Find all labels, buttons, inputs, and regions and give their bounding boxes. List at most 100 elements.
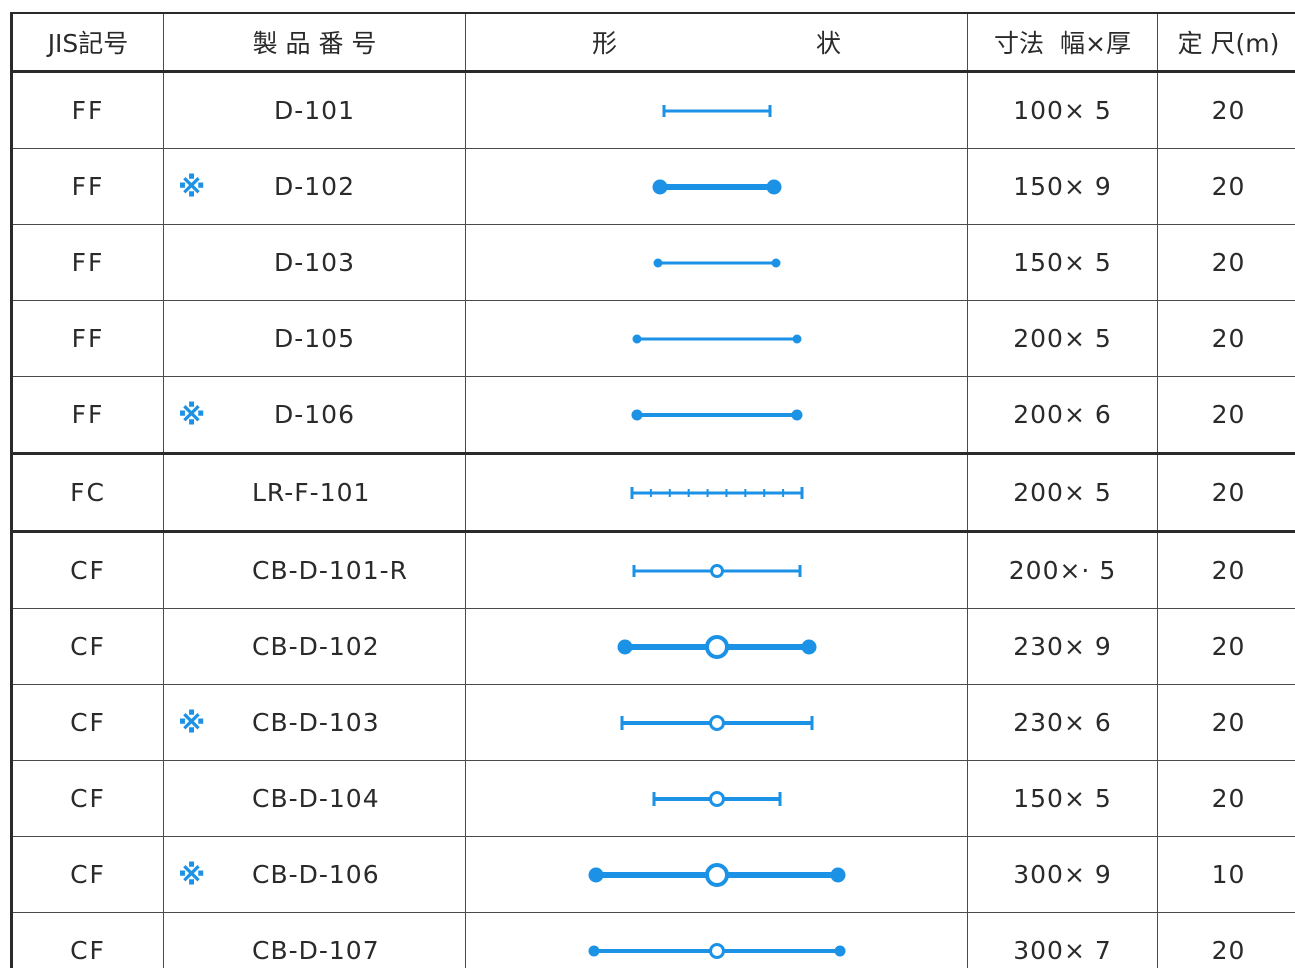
jis-code-cell: FF	[10, 71, 164, 149]
header-dimension: 寸法 幅×厚	[967, 12, 1158, 73]
dimension-cell: 200× 5	[967, 300, 1158, 377]
profile-end-bulb-left	[631, 409, 642, 420]
dimension-cell: 300× 7	[967, 912, 1158, 968]
waterstop-profile-diagram	[632, 334, 801, 343]
length-value: 20	[1211, 324, 1246, 353]
length-cell: 10	[1157, 836, 1295, 913]
product-number-cell: D-103	[163, 224, 466, 301]
profile-end-bulb-left	[632, 334, 641, 343]
waterstop-profile-diagram	[630, 486, 803, 499]
table-row: CF ※ CB-D-103 230× 6 20	[10, 684, 1295, 761]
table-row: CF ※ CB-D-106 300× 9 10	[10, 836, 1295, 913]
dimension-cell: 230× 6	[967, 684, 1158, 761]
waterstop-profile-diagram	[588, 942, 845, 959]
length-value: 20	[1211, 632, 1246, 661]
length-cell: 20	[1157, 71, 1295, 149]
product-number: D-103	[274, 248, 355, 277]
table-row: FF D-105 200× 5 20	[10, 300, 1295, 377]
jis-code-cell: CF	[10, 608, 164, 685]
jis-code: FF	[71, 400, 105, 429]
header-jis-label: JIS記号	[47, 29, 129, 58]
dimension-cell: 150× 5	[967, 760, 1158, 837]
length-cell: 20	[1157, 300, 1295, 377]
product-number: D-106	[274, 400, 355, 429]
header-jis: JIS記号	[10, 12, 164, 73]
table-body: FF D-101 100× 5 20 FF ※ D-102 150× 9 20 FF D-103 15…	[10, 71, 1295, 968]
jis-code: FF	[71, 172, 105, 201]
table-row: FF ※ D-102 150× 9 20	[10, 148, 1295, 225]
length-cell: 20	[1157, 148, 1295, 225]
profile-end-bulb-right	[801, 639, 816, 654]
product-number-cell: CB-D-102	[163, 608, 466, 685]
jis-code-cell: CF	[10, 760, 164, 837]
table-row: CF CB-D-101-R 200×· 5 20	[10, 531, 1295, 609]
profile-end-bulb-left	[652, 179, 667, 194]
reference-mark-icon: ※	[178, 170, 206, 203]
product-table-sheet: JIS記号 製 品 番 号 形 状 寸法 幅×厚 定 尺(m) FF D-101 10…	[10, 12, 1295, 968]
jis-code: CF	[70, 860, 106, 889]
product-number-cell: LR-F-101	[163, 453, 466, 533]
length-cell: 20	[1157, 531, 1295, 609]
dimension-cell: 230× 9	[967, 608, 1158, 685]
profile-center-bulb	[708, 790, 725, 807]
dimension-cell: 100× 5	[967, 71, 1158, 149]
dimension-cell: 200×· 5	[967, 531, 1158, 609]
length-value: 20	[1211, 708, 1246, 737]
length-value: 10	[1211, 860, 1246, 889]
profile-end-bulb-left	[588, 945, 599, 956]
table-row: FC LR-F-101 200× 5 20	[10, 453, 1295, 533]
shape-cell	[465, 531, 968, 609]
header-shape-right: 状	[815, 29, 841, 58]
dimension-value: 100× 5	[1013, 96, 1112, 125]
product-number-cell: ※ CB-D-103	[163, 684, 466, 761]
waterstop-profile-diagram	[588, 862, 845, 887]
length-cell: 20	[1157, 684, 1295, 761]
waterstop-profile-diagram	[620, 714, 813, 731]
jis-code-cell: FF	[10, 300, 164, 377]
table-row: CF CB-D-107 300× 7 20	[10, 912, 1295, 968]
dimension-value: 230× 6	[1013, 708, 1112, 737]
dimension-value: 200× 5	[1013, 324, 1112, 353]
jis-code-cell: CF	[10, 912, 164, 968]
table-row: FF D-101 100× 5 20	[10, 71, 1295, 149]
product-number: CB-D-101-R	[252, 556, 409, 585]
profile-center-bulb	[708, 942, 725, 959]
length-value: 20	[1211, 400, 1246, 429]
reference-mark-icon: ※	[178, 398, 206, 431]
waterstop-profile-diagram	[662, 104, 771, 117]
shape-cell	[465, 836, 968, 913]
profile-end-bulb-left	[588, 867, 603, 882]
dimension-value: 230× 9	[1013, 632, 1112, 661]
jis-code-cell: CF	[10, 531, 164, 609]
profile-center-bulb	[708, 714, 725, 731]
jis-code: CF	[70, 556, 106, 585]
product-number: LR-F-101	[252, 478, 371, 507]
profile-center-bulb	[709, 563, 724, 578]
header-length-label: 定 尺(m)	[1177, 29, 1280, 58]
waterstop-profile-diagram	[652, 179, 781, 194]
shape-cell	[465, 760, 968, 837]
length-cell: 20	[1157, 608, 1295, 685]
jis-code: FC	[70, 478, 106, 507]
dimension-value: 300× 7	[1013, 936, 1112, 965]
profile-end-bulb-right	[771, 258, 780, 267]
product-number: CB-D-103	[252, 708, 380, 737]
length-value: 20	[1211, 478, 1246, 507]
shape-cell	[465, 224, 968, 301]
length-cell: 20	[1157, 224, 1295, 301]
product-number-cell: D-101	[163, 71, 466, 149]
product-number-cell: CB-D-107	[163, 912, 466, 968]
header-dimension-label: 寸法	[994, 29, 1045, 58]
profile-end-bulb-right	[766, 179, 781, 194]
table-row: CF CB-D-102 230× 9 20	[10, 608, 1295, 685]
header-length: 定 尺(m)	[1157, 12, 1295, 73]
table-row: FF D-103 150× 5 20	[10, 224, 1295, 301]
shape-cell	[465, 608, 968, 685]
waterstop-profile-diagram	[632, 563, 801, 578]
dimension-cell: 150× 5	[967, 224, 1158, 301]
dimension-cell: 300× 9	[967, 836, 1158, 913]
profile-end-bulb-right	[830, 867, 845, 882]
reference-mark-icon: ※	[178, 858, 206, 891]
shape-cell	[465, 684, 968, 761]
table-header-row: JIS記号 製 品 番 号 形 状 寸法 幅×厚 定 尺(m)	[10, 12, 1295, 73]
